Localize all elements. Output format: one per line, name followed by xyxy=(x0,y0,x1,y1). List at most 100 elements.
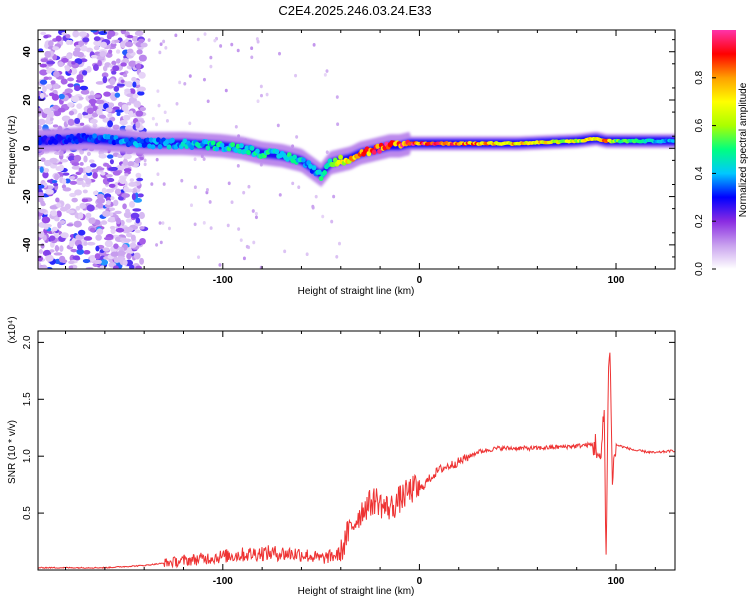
noise-cell xyxy=(314,194,318,199)
noise-cell xyxy=(69,67,78,75)
noise-cell xyxy=(138,54,147,62)
noise-cell xyxy=(74,212,80,219)
noise-cell xyxy=(74,117,81,125)
noise-cell xyxy=(151,116,155,121)
noise-cell xyxy=(125,81,134,88)
noise-cell xyxy=(66,53,72,60)
noise-cell xyxy=(305,252,309,257)
noise-cell xyxy=(38,208,47,214)
noise-cell xyxy=(106,200,111,206)
noise-cell xyxy=(256,39,260,44)
noise-cell xyxy=(219,44,223,48)
noise-cell xyxy=(323,73,327,77)
noise-cell xyxy=(115,49,121,54)
noise-cell xyxy=(116,111,121,116)
noise-cell xyxy=(70,248,78,253)
noise-cell xyxy=(50,80,56,85)
ridge-cell xyxy=(274,149,280,155)
noise-cell xyxy=(38,107,44,115)
noise-cell xyxy=(67,155,76,162)
noise-cell xyxy=(38,118,46,126)
noise-cell xyxy=(59,150,64,156)
noise-cell xyxy=(102,117,110,123)
noise-cell xyxy=(230,42,234,47)
noise-cell xyxy=(85,212,92,219)
noise-cell xyxy=(96,197,106,204)
ridge-cell xyxy=(109,135,115,141)
noise-cell xyxy=(62,172,70,176)
noise-cell xyxy=(134,229,141,234)
noise-cell xyxy=(57,107,66,113)
noise-cell xyxy=(49,249,55,253)
noise-cell xyxy=(124,88,131,93)
noise-cell xyxy=(123,153,132,160)
noise-cell xyxy=(129,200,135,208)
noise-cell xyxy=(156,89,160,93)
noise-cell xyxy=(95,81,105,85)
noise-cell xyxy=(39,69,48,76)
ridge-cell xyxy=(332,157,338,163)
noise-cell xyxy=(95,167,105,171)
noise-cell xyxy=(337,241,341,246)
noise-cell xyxy=(278,193,282,197)
ridge-cell xyxy=(235,143,241,149)
y-tick-label: 1.0 xyxy=(22,449,33,463)
noise-cell xyxy=(163,110,167,115)
noise-cell xyxy=(239,238,243,242)
noise-cell xyxy=(110,228,116,234)
noise-cell xyxy=(108,49,113,54)
noise-cell xyxy=(125,226,134,233)
noise-cell xyxy=(125,41,134,48)
noise-cell xyxy=(107,120,114,128)
noise-cell xyxy=(51,93,60,101)
noise-cell xyxy=(174,33,178,38)
noise-cell xyxy=(120,79,125,84)
noise-cell xyxy=(143,162,147,167)
noise-cell xyxy=(135,60,142,65)
noise-cell xyxy=(83,236,93,241)
noise-cell xyxy=(283,249,287,254)
noise-cell xyxy=(107,112,113,118)
noise-cell xyxy=(100,259,109,266)
noise-cell xyxy=(140,42,148,48)
ridge-cell xyxy=(76,133,82,139)
noise-cell xyxy=(39,92,45,99)
noise-cell xyxy=(143,158,147,163)
noise-cell xyxy=(259,84,263,89)
noise-cell xyxy=(88,217,96,225)
noise-cell xyxy=(124,173,129,177)
noise-cell xyxy=(250,55,254,60)
noise-cell xyxy=(123,211,132,219)
x-tick-label: 0 xyxy=(417,576,423,587)
ridge-cell xyxy=(210,140,216,146)
noise-cell xyxy=(99,50,107,57)
noise-cell xyxy=(65,39,71,45)
noise-cell xyxy=(188,121,192,126)
noise-cell xyxy=(234,124,238,129)
noise-cell xyxy=(105,85,115,89)
noise-cell xyxy=(61,178,67,185)
noise-cell xyxy=(255,37,259,41)
noise-cell xyxy=(99,265,106,269)
noise-cell xyxy=(53,252,63,256)
noise-cell xyxy=(38,266,45,269)
noise-cell xyxy=(189,203,193,208)
noise-cell xyxy=(122,203,127,210)
noise-cell xyxy=(161,221,165,225)
noise-cell xyxy=(83,241,88,246)
noise-cell xyxy=(67,102,74,108)
ridge-cell xyxy=(255,148,260,154)
noise-cell xyxy=(321,214,325,219)
noise-cell xyxy=(134,157,141,164)
noise-cell xyxy=(108,183,116,188)
ridge-cell xyxy=(145,137,151,143)
noise-cell xyxy=(79,161,84,166)
noise-cell xyxy=(58,93,65,100)
noise-cell xyxy=(96,228,104,235)
noise-cell xyxy=(47,111,55,118)
noise-cell xyxy=(40,157,46,162)
noise-cell xyxy=(52,46,60,51)
noise-cell xyxy=(156,172,160,177)
noise-cell xyxy=(254,211,258,216)
noise-cell xyxy=(236,164,240,168)
